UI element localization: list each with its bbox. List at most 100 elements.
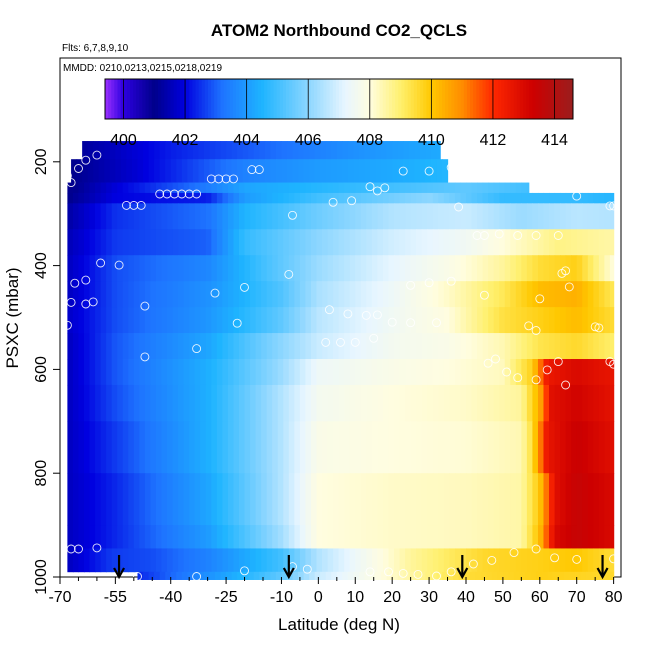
- heat-cell: [499, 255, 506, 282]
- heat-cell: [172, 203, 179, 230]
- sample-point: [406, 318, 416, 328]
- heat-cell: [399, 525, 406, 549]
- heat-cell: [144, 182, 152, 194]
- heat-cell: [305, 473, 312, 526]
- heat-cell: [377, 473, 384, 526]
- heat-cell: [277, 333, 284, 360]
- heat-cell: [355, 192, 362, 204]
- heat-cell: [322, 281, 329, 308]
- heat-cell: [521, 281, 528, 308]
- sample-point: [609, 359, 619, 369]
- colorbar-segment: [220, 79, 225, 119]
- heat-cell: [565, 281, 572, 308]
- heat-cell: [133, 255, 140, 282]
- heat-cell: [438, 307, 445, 334]
- heat-cell: [117, 421, 124, 474]
- heat-cell: [537, 255, 545, 282]
- heat-cell: [349, 359, 356, 386]
- heat-cell: [582, 473, 589, 526]
- heat-cell: [239, 548, 246, 573]
- heat-cell: [181, 141, 188, 160]
- heat-cell: [322, 307, 329, 334]
- heat-cell: [120, 159, 128, 183]
- heat-cell: [342, 141, 349, 160]
- heat-cell: [283, 384, 290, 422]
- heat-cell: [161, 473, 168, 526]
- heat-cell: [161, 229, 168, 256]
- heat-cell: [261, 229, 268, 256]
- heat-cell: [266, 359, 273, 386]
- heat-cell: [227, 333, 235, 360]
- sample-point: [240, 282, 249, 292]
- heat-cell: [281, 159, 288, 183]
- colorbar-tick-label: 408: [356, 132, 383, 149]
- heat-cell: [222, 192, 229, 204]
- heat-cell: [98, 159, 105, 183]
- heat-cell: [519, 571, 526, 580]
- heat-cell: [377, 203, 384, 230]
- heat-cell: [144, 359, 152, 386]
- heat-cell: [331, 571, 338, 580]
- heat-cell: [598, 473, 605, 526]
- heat-cell: [504, 359, 511, 386]
- heat-cell: [155, 255, 163, 282]
- heat-cell: [261, 203, 268, 230]
- heat-cell: [272, 525, 279, 549]
- heat-cell: [471, 525, 478, 549]
- heat-cell: [181, 159, 188, 183]
- colorbar-segment: [223, 79, 228, 119]
- heat-cell: [510, 182, 517, 194]
- heat-cell: [449, 333, 456, 360]
- heat-cell: [314, 141, 321, 160]
- heat-cell: [187, 159, 194, 183]
- heat-cell: [237, 571, 244, 580]
- heat-cell: [322, 525, 329, 549]
- heat-cell: [574, 571, 582, 580]
- x-tick-label: 50: [494, 589, 512, 606]
- heat-cell: [609, 333, 615, 360]
- heat-cell: [233, 359, 240, 386]
- heat-cell: [427, 421, 434, 474]
- heat-cell: [460, 548, 467, 573]
- heat-cell: [571, 333, 578, 360]
- heat-cell: [521, 548, 528, 573]
- colorbar-segment: [388, 79, 393, 119]
- heat-cell: [360, 525, 367, 549]
- heat-cell: [104, 159, 111, 183]
- heat-cell: [261, 525, 268, 549]
- heat-cell: [78, 255, 85, 282]
- heat-cell: [203, 141, 211, 160]
- heat-cell: [419, 141, 426, 160]
- colorbar-segment: [357, 79, 362, 119]
- heat-cell: [421, 359, 428, 386]
- heat-cell: [272, 421, 279, 474]
- heat-cell: [239, 525, 246, 549]
- heat-cell: [532, 473, 539, 526]
- heat-cell: [521, 473, 528, 526]
- heat-cell: [172, 229, 179, 256]
- heat-cell: [449, 548, 456, 573]
- sample-point: [66, 544, 76, 554]
- heat-cell: [602, 571, 609, 580]
- sample-point: [365, 182, 375, 192]
- heat-cell: [488, 192, 495, 204]
- heat-cell: [72, 307, 80, 334]
- heat-cell: [430, 141, 438, 160]
- heat-cell: [205, 548, 212, 573]
- colorbar-segment: [232, 79, 237, 119]
- heat-cell: [122, 333, 129, 360]
- heat-cell: [449, 281, 456, 308]
- heat-cell: [111, 473, 118, 526]
- heat-cell: [499, 548, 506, 573]
- heat-cell: [78, 421, 85, 474]
- heat-cell: [488, 548, 495, 573]
- heat-cell: [155, 281, 163, 308]
- heat-cell: [150, 192, 157, 204]
- heat-cell: [322, 473, 329, 526]
- heat-cell: [211, 421, 218, 474]
- colorbar-segment: [354, 79, 359, 119]
- heat-cell: [543, 525, 550, 549]
- heat-cell: [465, 182, 473, 194]
- heat-cell: [526, 307, 534, 334]
- heat-cell: [370, 571, 377, 580]
